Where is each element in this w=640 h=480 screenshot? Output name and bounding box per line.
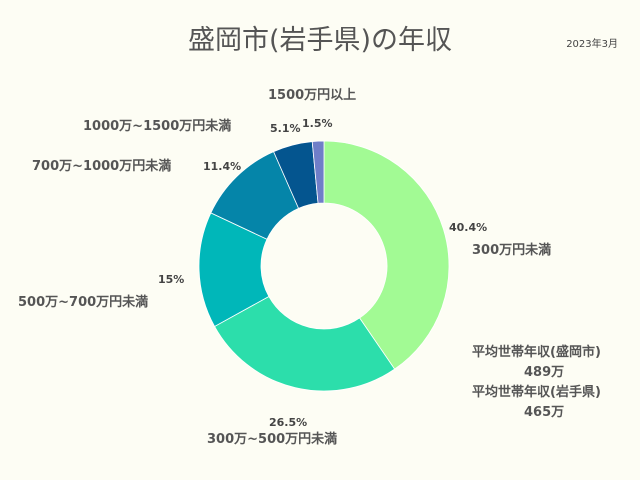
pref-income-label: 平均世帯年収(岩手県): [472, 385, 601, 400]
city-income-value: 489万: [524, 365, 565, 380]
value-label-4: 5.1%: [270, 122, 301, 135]
category-label-2: 500万~700万円未満: [18, 295, 149, 310]
value-label-2: 15%: [158, 273, 185, 286]
donut-slice-1: [214, 295, 396, 392]
category-label-4: 1000万~1500万円未満: [83, 119, 232, 134]
value-label-3: 11.4%: [203, 160, 242, 173]
chart-title: 盛岡市(岩手県)の年収: [187, 25, 453, 56]
city-income-label: 平均世帯年収(盛岡市): [472, 345, 601, 360]
category-label-1: 300万~500万円未満: [207, 432, 338, 447]
pref-income-value: 465万: [524, 405, 565, 420]
category-label-0: 300万円未満: [472, 243, 552, 258]
value-label-1: 26.5%: [269, 416, 308, 429]
income-summary: 平均世帯年収(盛岡市) 489万 平均世帯年収(岩手県) 465万: [472, 343, 632, 423]
donut-slice-5: [311, 140, 325, 204]
category-label-3: 700万~1000万円未満: [32, 159, 172, 174]
category-label-5: 1500万円以上: [268, 88, 357, 103]
value-label-0: 40.4%: [449, 221, 488, 234]
donut-slice-0: [323, 140, 450, 370]
date-note: 2023年3月: [566, 39, 618, 50]
value-label-5: 1.5%: [302, 117, 333, 130]
